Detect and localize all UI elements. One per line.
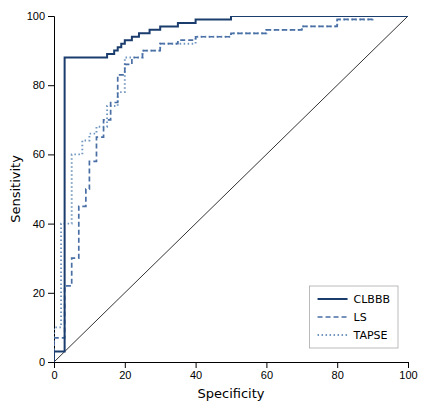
reference-line (54, 16, 408, 362)
tick-mark (266, 362, 267, 368)
tick-mark (48, 224, 54, 225)
series-line (54, 16, 408, 362)
legend-label: CLBBB (354, 293, 390, 306)
legend-swatch (318, 316, 348, 318)
tick-label: 60 (261, 369, 273, 381)
tick-label: 20 (119, 369, 131, 381)
tick-mark (48, 85, 54, 86)
series-line (54, 16, 408, 362)
tick-mark (48, 16, 54, 17)
tick-label: 60 (33, 148, 45, 160)
x-axis: 0 20 40 60 80 100 (51, 362, 417, 381)
tick: 20 (33, 287, 54, 299)
legend-label: LS (354, 311, 367, 324)
tick: 0 (39, 356, 54, 368)
tick: 0 (51, 362, 57, 381)
tick-mark (48, 293, 54, 294)
legend-item: CLBBB (318, 293, 390, 306)
tick: 40 (190, 362, 202, 381)
tick-label: 0 (39, 356, 45, 368)
chart: 0 20 40 60 80 100 0 20 40 60 80 100 CLBBB LS TAPSE Spec… (0, 0, 426, 408)
tick: 20 (119, 362, 131, 381)
tick-mark (48, 154, 54, 155)
tick-mark (48, 362, 54, 363)
axis-domain (48, 17, 55, 363)
legend-swatch (318, 298, 348, 300)
legend-item: TAPSE (318, 329, 388, 342)
tick-label: 100 (399, 369, 417, 381)
legend-item: LS (318, 311, 367, 324)
x-axis-title: Specificity (198, 386, 265, 401)
series-line (54, 16, 408, 362)
tick-label: 100 (27, 10, 45, 22)
tick: 40 (33, 218, 54, 230)
y-axis: 0 20 40 60 80 100 (27, 10, 55, 368)
legend: CLBBB LS TAPSE (310, 286, 398, 348)
tick-mark (408, 362, 409, 368)
axis-domain (55, 363, 409, 369)
legend-label: TAPSE (353, 329, 388, 342)
legend-box (310, 286, 398, 348)
tick-label: 80 (33, 79, 45, 91)
tick-label: 80 (332, 369, 344, 381)
tick: 60 (261, 362, 273, 381)
plot: 0 20 40 60 80 100 0 20 40 60 80 100 CLBBB LS TAPSE (27, 10, 418, 381)
y-axis-title: Sensitivity (8, 155, 23, 223)
legend-items: CLBBB LS TAPSE (318, 293, 390, 342)
tick: 80 (33, 79, 54, 91)
tick: 100 (27, 10, 54, 22)
tick-label: 40 (190, 369, 202, 381)
tick-label: 40 (33, 218, 45, 230)
tick: 60 (33, 148, 54, 160)
tick-mark (337, 362, 338, 368)
tick: 100 (399, 362, 417, 381)
tick-mark (125, 362, 126, 368)
tick-label: 20 (33, 287, 45, 299)
legend-swatch (318, 334, 348, 336)
tick-mark (196, 362, 197, 368)
marks (54, 16, 408, 362)
tick: 80 (332, 362, 344, 381)
tick-label: 0 (51, 369, 57, 381)
